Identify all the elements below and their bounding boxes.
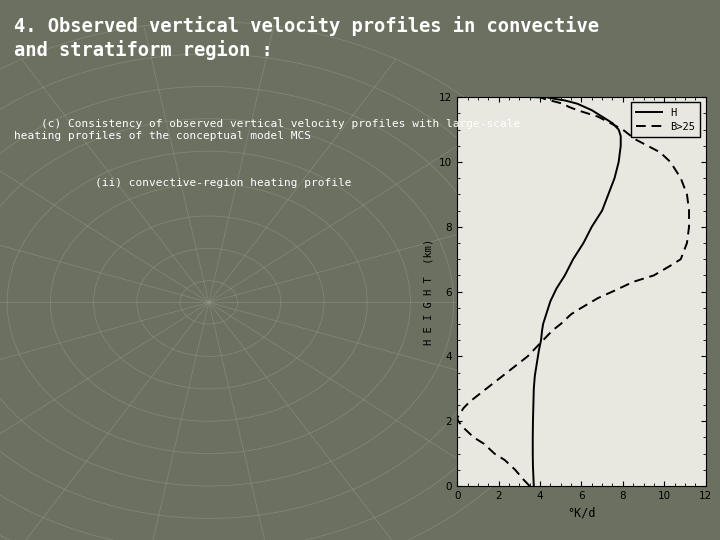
Line: B>25: B>25 bbox=[457, 97, 689, 486]
H bbox=[529, 386, 538, 392]
B>25 bbox=[453, 415, 462, 421]
H bbox=[527, 94, 536, 100]
H bbox=[616, 133, 625, 139]
B>25 bbox=[683, 191, 691, 198]
H bbox=[529, 402, 538, 408]
H bbox=[552, 285, 561, 292]
H bbox=[598, 207, 606, 214]
H bbox=[531, 94, 540, 100]
H bbox=[598, 113, 606, 120]
H bbox=[614, 159, 623, 165]
H bbox=[531, 373, 539, 379]
X-axis label: °K/d: °K/d bbox=[567, 507, 595, 519]
H bbox=[546, 298, 554, 305]
B>25 bbox=[529, 347, 538, 353]
H bbox=[614, 126, 623, 133]
H bbox=[539, 321, 547, 327]
Legend: H, B>25: H, B>25 bbox=[631, 103, 701, 137]
B>25 bbox=[666, 262, 675, 269]
H bbox=[616, 143, 625, 149]
B>25 bbox=[536, 94, 544, 100]
B>25 bbox=[677, 256, 685, 262]
Text: (c) Consistency of observed vertical velocity profiles with large-scale
heating : (c) Consistency of observed vertical vel… bbox=[14, 119, 521, 141]
B>25 bbox=[629, 279, 637, 285]
Y-axis label: H E I G H T  (km): H E I G H T (km) bbox=[423, 239, 433, 345]
H bbox=[529, 483, 538, 489]
H bbox=[542, 311, 551, 318]
H bbox=[535, 347, 544, 353]
H bbox=[604, 191, 613, 198]
H bbox=[528, 434, 537, 441]
H bbox=[533, 360, 541, 366]
H bbox=[561, 272, 570, 279]
B>25 bbox=[531, 94, 540, 100]
H bbox=[608, 120, 617, 126]
Line: H: H bbox=[531, 97, 621, 486]
H bbox=[573, 100, 582, 107]
H bbox=[538, 327, 546, 334]
Text: (ii) convective-region heating profile: (ii) convective-region heating profile bbox=[14, 178, 352, 188]
H bbox=[611, 175, 619, 181]
H bbox=[536, 94, 544, 100]
H bbox=[529, 473, 538, 480]
H bbox=[534, 353, 542, 360]
H bbox=[529, 94, 538, 100]
H bbox=[579, 240, 588, 246]
B>25 bbox=[526, 483, 534, 489]
H bbox=[528, 94, 537, 100]
H bbox=[528, 450, 537, 457]
H bbox=[588, 107, 596, 113]
Text: 4. Observed vertical velocity profiles in convective
and stratiform region :: 4. Observed vertical velocity profiles i… bbox=[14, 16, 599, 60]
H bbox=[569, 256, 577, 262]
H bbox=[561, 97, 570, 104]
H bbox=[550, 96, 559, 102]
H bbox=[528, 418, 537, 424]
H bbox=[528, 463, 537, 470]
H bbox=[588, 224, 596, 230]
H bbox=[542, 94, 551, 100]
H bbox=[536, 337, 545, 343]
